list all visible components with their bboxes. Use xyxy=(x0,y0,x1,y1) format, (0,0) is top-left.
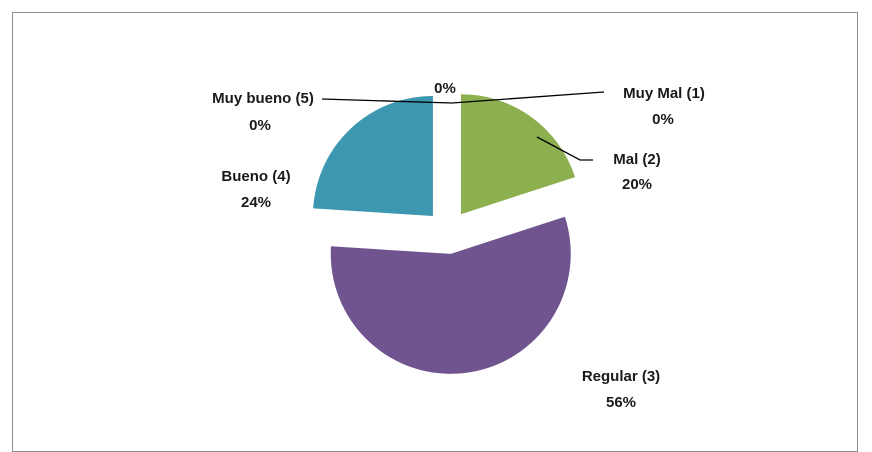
label-mal-name: Mal (2) xyxy=(613,151,661,168)
label-center-zero-percent: 0% xyxy=(434,80,456,97)
chart-frame xyxy=(12,12,858,452)
pie-slice-mal-2 xyxy=(460,94,576,215)
leaders-layer xyxy=(321,91,605,161)
pie-slice-regular-3 xyxy=(330,216,571,374)
label-muy-bueno-name: Muy bueno (5) xyxy=(212,90,314,107)
label-muy-bueno-percent: 0% xyxy=(249,117,271,134)
leader-line-muy-bueno xyxy=(321,98,453,104)
label-mal-percent: 20% xyxy=(622,176,652,193)
slices-layer xyxy=(313,94,576,374)
leader-line-muy-mal xyxy=(451,91,605,104)
label-muy-mal-percent: 0% xyxy=(652,111,674,128)
label-muy-mal-name: Muy Mal (1) xyxy=(623,85,705,102)
label-bueno-name: Bueno (4) xyxy=(221,168,290,185)
label-regular-name: Regular (3) xyxy=(582,368,660,385)
labels-layer: Muy bueno (5) 0% 0% Muy Mal (1) 0% Mal (… xyxy=(212,80,705,411)
leader-line-mal xyxy=(536,136,593,161)
label-regular-percent: 56% xyxy=(606,394,636,411)
label-bueno-percent: 24% xyxy=(241,194,271,211)
pie-slice-bueno-4 xyxy=(313,95,433,216)
